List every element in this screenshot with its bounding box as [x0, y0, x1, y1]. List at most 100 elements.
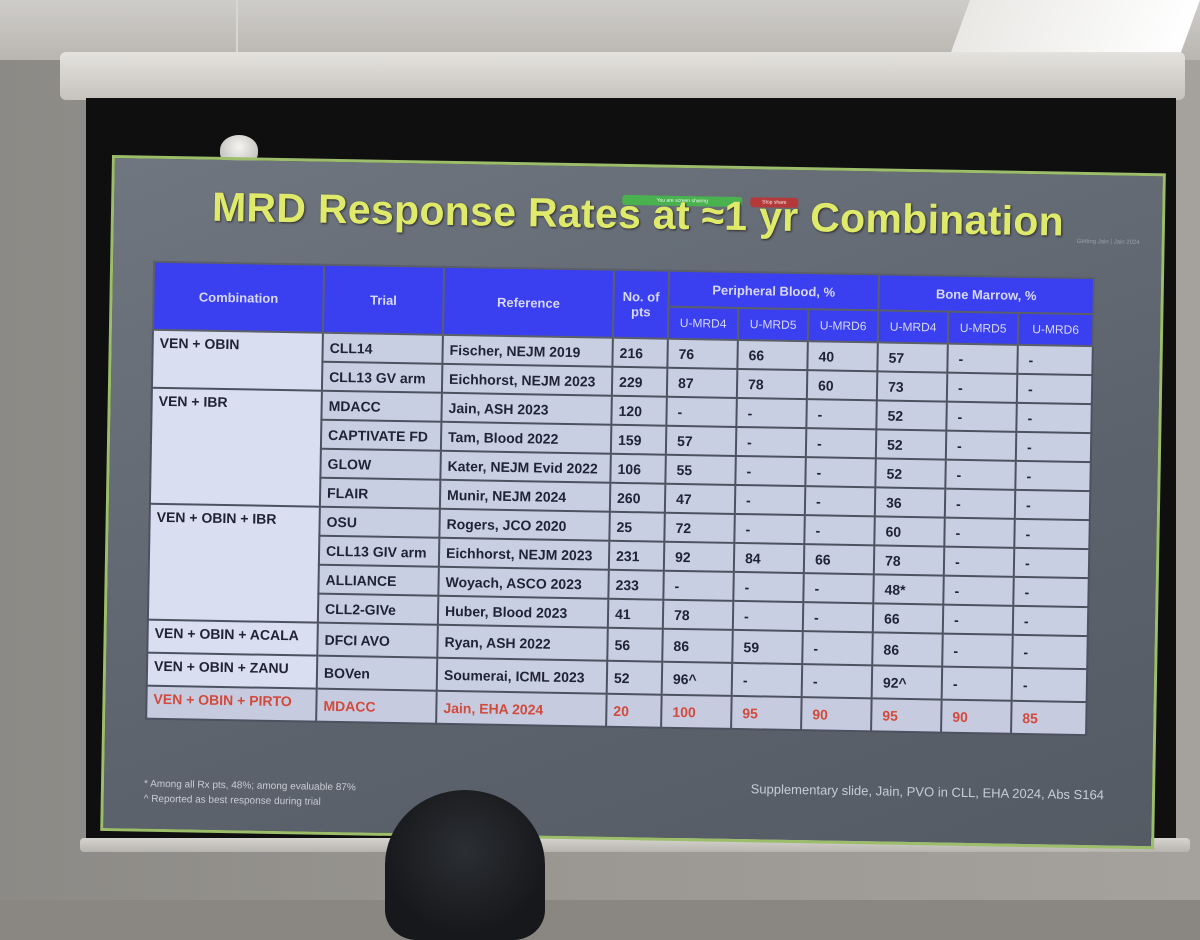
bm-umrd6-cell: - [1017, 344, 1093, 376]
bm-umrd4-cell: 52 [876, 400, 947, 431]
header-bm-umrd4: U-MRD4 [877, 310, 949, 344]
pts-cell: 216 [612, 337, 668, 368]
audience-head [385, 790, 545, 940]
bm-umrd6-cell: 85 [1011, 700, 1087, 736]
pb-umrd4-cell: 86 [662, 628, 733, 663]
header-peripheral-blood: Peripheral Blood, % [668, 270, 880, 311]
bm-umrd5-cell: - [942, 633, 1013, 668]
pb-umrd6-cell: 60 [806, 370, 878, 401]
pb-umrd6-cell: - [805, 428, 877, 459]
pts-cell: 231 [608, 540, 665, 571]
bm-umrd4-cell: 52 [875, 429, 947, 460]
projector-screen-housing [60, 52, 1185, 100]
header-pb-umrd6: U-MRD6 [807, 309, 879, 343]
trial-cell: MDACC [321, 390, 442, 422]
reference-cell: Eichhorst, NEJM 2023 [441, 363, 613, 396]
pb-umrd6-cell: - [805, 457, 876, 488]
pts-cell: 52 [606, 660, 663, 695]
bm-umrd5-cell: - [945, 430, 1017, 461]
bm-umrd6-cell: - [1012, 605, 1089, 637]
bm-umrd5-cell: - [947, 343, 1018, 374]
bm-umrd4-cell: 92^ [871, 665, 943, 700]
bm-umrd6-cell: - [1016, 373, 1093, 405]
pb-umrd4-cell: 76 [667, 338, 738, 369]
reference-cell: Ryan, ASH 2022 [437, 624, 608, 661]
pb-umrd5-cell: - [735, 426, 807, 458]
pb-umrd4-cell: 47 [664, 483, 736, 514]
header-combination: Combination [152, 261, 325, 333]
pb-umrd6-cell: - [802, 631, 873, 666]
reference-cell: Soumerai, ICML 2023 [436, 657, 608, 694]
reference-cell: Tam, Blood 2022 [440, 421, 612, 454]
bm-umrd5-cell: - [946, 372, 1018, 403]
pb-umrd5-cell: - [735, 455, 806, 487]
pb-umrd6-cell: - [804, 515, 875, 546]
trial-cell: CAPTIVATE FD [320, 419, 442, 451]
pts-cell: 106 [610, 453, 666, 484]
header-pb-umrd4: U-MRD4 [667, 306, 739, 340]
slide-title: MRD Response Rates at ≈1 yr Combination [211, 183, 1065, 245]
combination-cell: VEN + OBIN + ACALA [147, 619, 318, 656]
bm-umrd4-cell: 66 [872, 603, 944, 634]
pb-umrd6-cell: - [804, 486, 876, 517]
header-no-of-pts: No. of pts [612, 269, 670, 339]
footnotes: * Among all Rx pts, 48%; among evaluable… [144, 777, 356, 811]
bm-umrd6-cell: - [1013, 547, 1090, 579]
mrd-table: Combination Trial Reference No. of pts P… [145, 261, 1095, 736]
pts-cell: 260 [609, 482, 666, 513]
bm-umrd5-cell: - [946, 401, 1017, 432]
pb-umrd5-cell: - [732, 600, 804, 632]
bm-umrd5-cell: 90 [941, 699, 1012, 734]
pts-cell: 56 [607, 627, 663, 662]
pb-umrd6-cell: - [802, 602, 874, 633]
pb-umrd5-cell: 84 [733, 542, 805, 574]
reference-cell: Woyach, ASCO 2023 [438, 566, 609, 599]
pb-umrd4-cell: 72 [664, 512, 735, 543]
bm-umrd6-cell: - [1015, 460, 1091, 492]
pb-umrd4-cell: - [666, 396, 737, 427]
trial-cell: FLAIR [319, 477, 441, 509]
bm-umrd6-cell: - [1016, 402, 1092, 434]
header-bm-umrd6: U-MRD6 [1017, 312, 1094, 347]
bm-umrd5-cell: - [945, 459, 1016, 490]
reference-cell: Kater, NEJM Evid 2022 [440, 450, 611, 483]
pts-cell: 233 [608, 569, 664, 600]
bm-umrd5-cell: - [943, 575, 1014, 606]
trial-cell: OSU [319, 506, 440, 538]
trial-cell: GLOW [320, 448, 441, 480]
pb-umrd5-cell: - [733, 571, 804, 603]
pb-umrd4-cell: 96^ [661, 661, 733, 696]
pts-cell: 25 [609, 511, 665, 542]
combination-cell: VEN + OBIN + PIRTO [146, 685, 317, 722]
ceiling-light [949, 0, 1200, 55]
pb-umrd4-cell: - [663, 570, 734, 601]
pb-umrd6-cell: 66 [803, 544, 875, 575]
bm-umrd4-cell: 78 [873, 545, 945, 576]
header-reference: Reference [442, 266, 615, 338]
reference-cell: Huber, Blood 2023 [437, 595, 609, 628]
ceiling [0, 0, 1200, 60]
supplementary-note: Supplementary slide, Jain, PVO in CLL, E… [750, 781, 1105, 803]
pb-umrd5-cell: 95 [731, 695, 802, 731]
bm-umrd6-cell: - [1014, 489, 1091, 521]
bm-umrd6-cell: - [1013, 576, 1089, 608]
reference-cell: Munir, NEJM 2024 [439, 479, 611, 512]
pb-umrd4-cell: 78 [662, 599, 734, 630]
bm-umrd5-cell: - [944, 517, 1015, 548]
reference-cell: Rogers, JCO 2020 [439, 508, 610, 541]
combination-cell: VEN + IBR [149, 387, 322, 507]
pb-umrd5-cell: 66 [737, 339, 808, 371]
combination-cell: VEN + OBIN [151, 329, 323, 391]
bm-umrd4-cell: 48* [873, 574, 944, 605]
pb-umrd5-cell: - [734, 484, 806, 516]
pb-umrd6-cell: - [801, 664, 873, 699]
pb-umrd6-cell: - [803, 573, 874, 604]
bm-umrd5-cell: - [943, 546, 1015, 577]
bm-umrd5-cell: - [942, 604, 1014, 635]
pb-umrd5-cell: - [734, 513, 805, 545]
combination-cell: VEN + OBIN + IBR [147, 503, 320, 623]
bm-umrd6-cell: - [1014, 518, 1090, 550]
pb-umrd6-cell: 90 [801, 697, 872, 732]
pb-umrd4-cell: 57 [665, 425, 737, 456]
presentation-slide: You are screen sharing Stop share MRD Re… [100, 155, 1166, 850]
